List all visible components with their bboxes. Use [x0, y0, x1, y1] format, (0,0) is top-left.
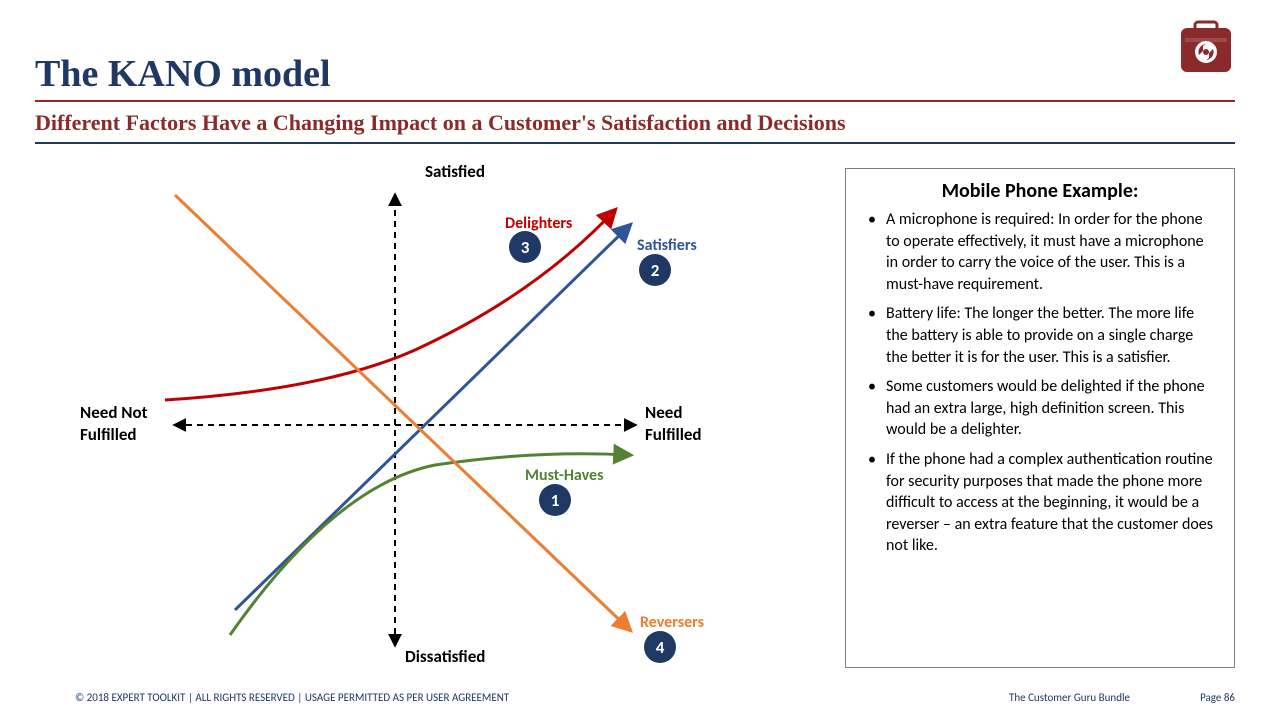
subtitle-rule [35, 142, 1235, 144]
svg-text:Need: Need [645, 402, 682, 423]
svg-text:Fulfilled: Fulfilled [645, 424, 702, 445]
svg-text:Delighters: Delighters [505, 214, 572, 233]
example-list: A microphone is required: In order for t… [864, 209, 1216, 557]
example-box: Mobile Phone Example: A microphone is re… [845, 168, 1235, 668]
title-rule [35, 100, 1235, 102]
footer-copyright: © 2018 EXPERT TOOLKIT | ALL RIGHTS RESER… [75, 691, 509, 704]
svg-text:Reversers: Reversers [640, 613, 704, 632]
svg-text:1: 1 [551, 490, 560, 511]
toolkit-logo-icon [1177, 18, 1235, 81]
svg-text:Dissatisfied: Dissatisfied [405, 646, 485, 665]
svg-text:Must-Haves: Must-Haves [525, 466, 603, 485]
svg-text:Satisfied: Satisfied [425, 165, 485, 182]
svg-text:3: 3 [521, 237, 530, 258]
page-title: The KANO model [35, 52, 331, 96]
example-item: A microphone is required: In order for t… [864, 209, 1216, 295]
svg-text:Need Not: Need Not [80, 402, 148, 423]
svg-text:Fulfilled: Fulfilled [80, 424, 137, 445]
footer-bundle: The Customer Guru Bundle [1009, 691, 1130, 704]
svg-text:4: 4 [656, 637, 665, 658]
example-title: Mobile Phone Example: [864, 179, 1216, 203]
example-item: If the phone had a complex authenticatio… [864, 449, 1216, 557]
svg-text:2: 2 [651, 260, 660, 281]
example-item: Battery life: The longer the better. The… [864, 303, 1216, 368]
footer-page: Page 86 [1200, 691, 1235, 704]
kano-chart: SatisfiedDissatisfiedNeed NotFulfilledNe… [75, 165, 795, 665]
example-item: Some customers would be delighted if the… [864, 376, 1216, 441]
page-subtitle: Different Factors Have a Changing Impact… [35, 110, 846, 136]
svg-text:Satisfiers: Satisfiers [637, 236, 697, 255]
